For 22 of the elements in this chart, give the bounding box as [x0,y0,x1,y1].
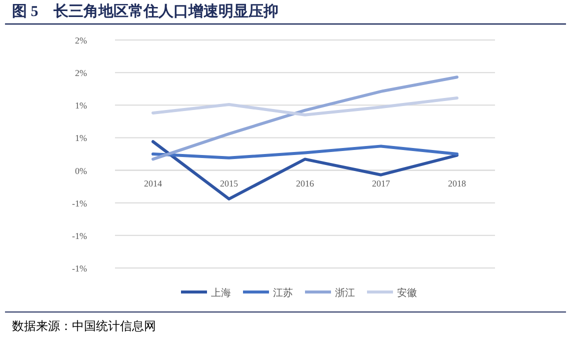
x-tick-label: 2016 [296,178,314,188]
chart-title: 图 5 长三角地区常住人口增速明显压抑 [12,3,278,20]
legend-label: 江苏 [273,287,293,299]
legend-label: 上海 [211,287,231,299]
line-series [152,96,458,116]
legend-label: 安徽 [397,287,417,299]
line-series [152,144,458,160]
y-tick-label: -1% [72,230,88,241]
y-tick-label: -1% [72,198,88,208]
y-tick-label: 1% [75,133,88,144]
line-series [152,76,458,161]
y-tick-label: 0% [75,166,88,176]
y-tick-label: 2% [75,68,88,78]
source-note: 数据来源：中国统计信息网 [12,319,156,333]
y-tick-label: 1% [75,100,88,111]
legend-label: 浙江 [335,287,355,299]
x-tick-label: 2018 [448,178,466,188]
x-tick-label: 2014 [144,178,162,188]
y-tick-label: -1% [72,264,88,274]
y-tick-label: 2% [75,36,88,46]
x-tick-label: 2015 [220,178,238,188]
x-tick-label: 2017 [372,178,390,188]
